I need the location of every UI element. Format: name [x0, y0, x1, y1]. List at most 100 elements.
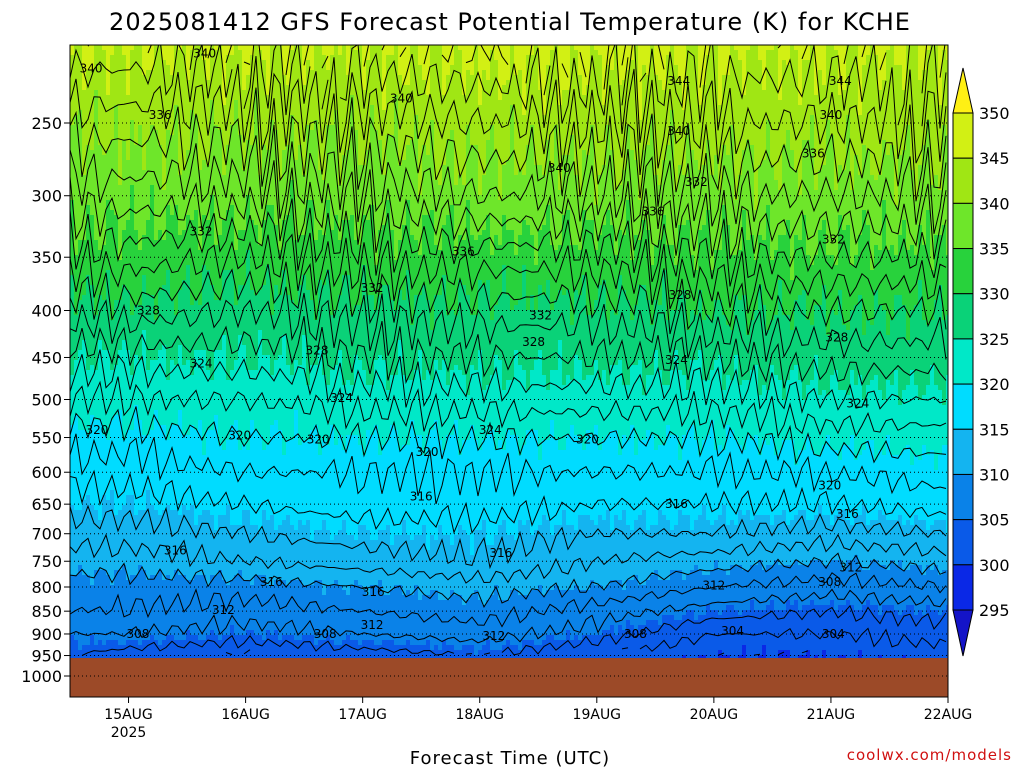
fill-cell — [842, 605, 847, 656]
fill-cell — [342, 275, 347, 386]
fill-cell — [570, 380, 575, 426]
fill-cell — [518, 70, 523, 171]
fill-cell — [130, 640, 135, 660]
fill-cell — [550, 420, 555, 536]
fill-cell — [374, 310, 379, 361]
fill-cell — [310, 430, 315, 541]
fill-cell — [366, 430, 371, 531]
fill-cell — [618, 455, 623, 521]
fill-cell — [310, 200, 315, 301]
fill-cell — [450, 130, 455, 206]
fill-cell — [274, 225, 279, 286]
fill-cell — [258, 530, 263, 576]
fill-cell — [714, 560, 719, 611]
contour-line-346 — [777, 45, 782, 49]
fill-cell — [826, 120, 831, 256]
fill-cell — [498, 295, 503, 361]
fill-cell — [326, 200, 331, 271]
fill-cell — [134, 305, 139, 356]
fill-cell — [782, 400, 787, 441]
fill-cell — [546, 590, 551, 636]
fill-cell — [910, 465, 915, 526]
fill-cell — [578, 250, 583, 296]
fill-cell — [362, 370, 367, 456]
fill-cell — [210, 195, 215, 286]
fill-cell — [790, 370, 795, 441]
fill-cell — [414, 115, 419, 241]
contour-label: 332 — [822, 233, 845, 247]
fill-cell — [158, 425, 163, 516]
fill-cell — [506, 230, 511, 296]
fill-cell — [178, 50, 183, 176]
fill-cell — [914, 45, 919, 201]
fill-cell — [410, 380, 415, 421]
fill-cell — [98, 570, 103, 641]
fill-cell — [342, 640, 347, 660]
fill-cell — [750, 45, 755, 146]
fill-cell — [238, 285, 243, 336]
fill-cell — [866, 55, 871, 151]
fill-cell — [514, 590, 519, 646]
fill-cell — [98, 340, 103, 421]
fill-cell — [182, 640, 187, 660]
fill-cell — [918, 565, 923, 611]
fill-cell — [874, 375, 879, 461]
fill-cell — [522, 525, 527, 596]
fill-cell — [814, 515, 819, 561]
fill-cell — [806, 140, 811, 256]
fill-cell — [166, 380, 171, 441]
fill-cell — [386, 45, 391, 56]
fill-cell — [806, 565, 811, 606]
fill-cell — [346, 435, 351, 536]
fill-cell — [314, 425, 319, 531]
fill-cell — [242, 635, 247, 660]
fill-cell — [206, 635, 211, 660]
fill-cell — [758, 610, 763, 656]
fill-cell — [734, 610, 739, 660]
contour-line-346 — [621, 57, 629, 106]
fill-cell — [270, 375, 275, 426]
fill-cell — [466, 645, 471, 660]
fill-cell — [298, 520, 303, 581]
fill-cell — [810, 265, 815, 326]
fill-cell — [614, 430, 619, 516]
fill-cell — [130, 315, 135, 376]
fill-cell — [486, 435, 491, 546]
fill-cell — [618, 45, 623, 86]
fill-cell — [602, 370, 607, 441]
fill-cell — [570, 590, 575, 641]
fill-cell — [230, 370, 235, 426]
fill-cell — [402, 520, 407, 596]
fill-cell — [90, 70, 95, 151]
fill-cell — [778, 610, 783, 651]
fill-cell — [578, 515, 583, 591]
fill-cell — [346, 150, 351, 221]
fill-cell — [710, 525, 715, 571]
fill-cell — [470, 425, 475, 556]
fill-cell — [690, 45, 695, 151]
fill-cell — [838, 215, 843, 291]
fill-cell — [102, 50, 107, 156]
fill-cell — [614, 190, 619, 256]
fill-cell — [658, 580, 663, 626]
fill-cell — [638, 440, 643, 516]
fill-cell — [846, 395, 851, 446]
contour-label: 344 — [829, 74, 852, 88]
fill-cell — [914, 615, 919, 660]
fill-cell — [682, 225, 687, 291]
fill-cell — [702, 655, 707, 660]
fill-cell — [934, 565, 939, 611]
x-tick-year-label: 2025 — [111, 725, 147, 741]
fill-cell — [82, 645, 87, 660]
fill-cell — [698, 655, 703, 660]
fill-cell — [74, 575, 79, 641]
contour-label: 324 — [846, 396, 869, 410]
fill-cell — [762, 645, 767, 660]
contour-label: 332 — [361, 281, 384, 295]
fill-cell — [734, 200, 739, 256]
fill-cell — [786, 65, 791, 131]
fill-cell — [334, 45, 339, 111]
credit-link[interactable]: coolwx.com/models — [847, 746, 1012, 764]
fill-cell — [142, 75, 147, 171]
fill-cell — [526, 390, 531, 431]
